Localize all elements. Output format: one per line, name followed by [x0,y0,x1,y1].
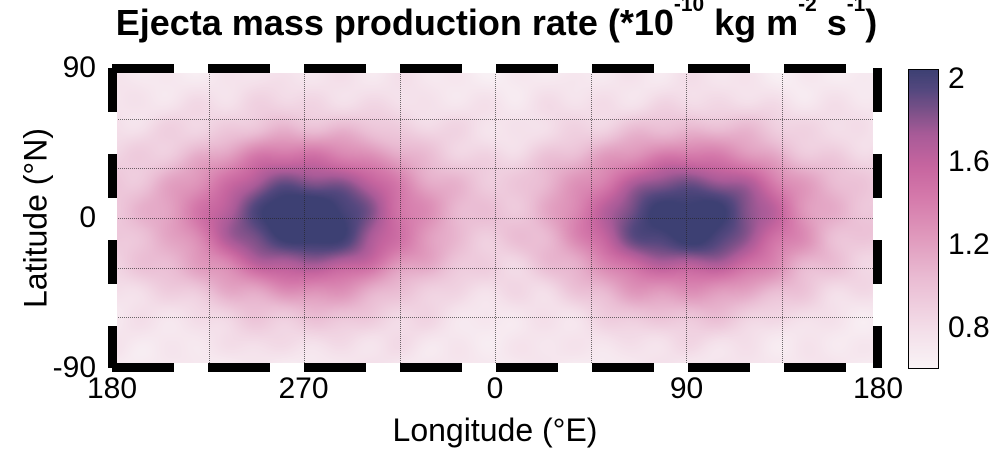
x-tick-label: 270 [278,372,329,405]
colorbar-canvas [909,70,938,368]
frame-border-bottom [112,363,878,372]
title-units-time: s [816,2,847,43]
x-tick-label: 90 [669,372,704,405]
colorbar-tick-labels: 2 1.6 1.2 0.8 [948,62,993,369]
frame-border-right [873,68,882,368]
plot-area [108,64,882,372]
colorbar-tick-label: 1.2 [948,227,990,261]
colorbar-tick-label: 0.8 [948,310,990,344]
colorbar-tick-label: 1.6 [948,145,990,179]
colorbar [908,69,939,369]
x-axis-label: Longitude (°E) [392,412,598,448]
x-tick-label: 180 [86,372,138,405]
y-tick-labels: 90 0 -90 [0,51,104,384]
title-superscript-exponent: -10 [673,0,705,16]
y-tick-label: 90 [62,51,96,84]
colorbar-tick-label: 2 [948,62,965,96]
chart-title: Ejecta mass production rate (*10-10 kg m… [0,0,993,44]
title-close-paren: ) [865,2,878,43]
frame-border-top [112,64,878,73]
x-tick-labels: 180 270 0 90 180 [87,372,903,406]
heatmap-canvas [113,69,877,367]
y-tick-label: -90 [52,351,96,384]
y-tick-label: 0 [79,201,96,234]
x-tick-label: 180 [852,372,904,405]
frame-border-left [108,68,117,368]
title-units-mass: kg m [704,2,799,43]
x-tick-label: 0 [486,372,504,405]
title-text: Ejecta mass production rate (*10 [115,2,674,43]
title-superscript-m: -2 [798,0,817,16]
title-superscript-s: -1 [846,0,866,16]
